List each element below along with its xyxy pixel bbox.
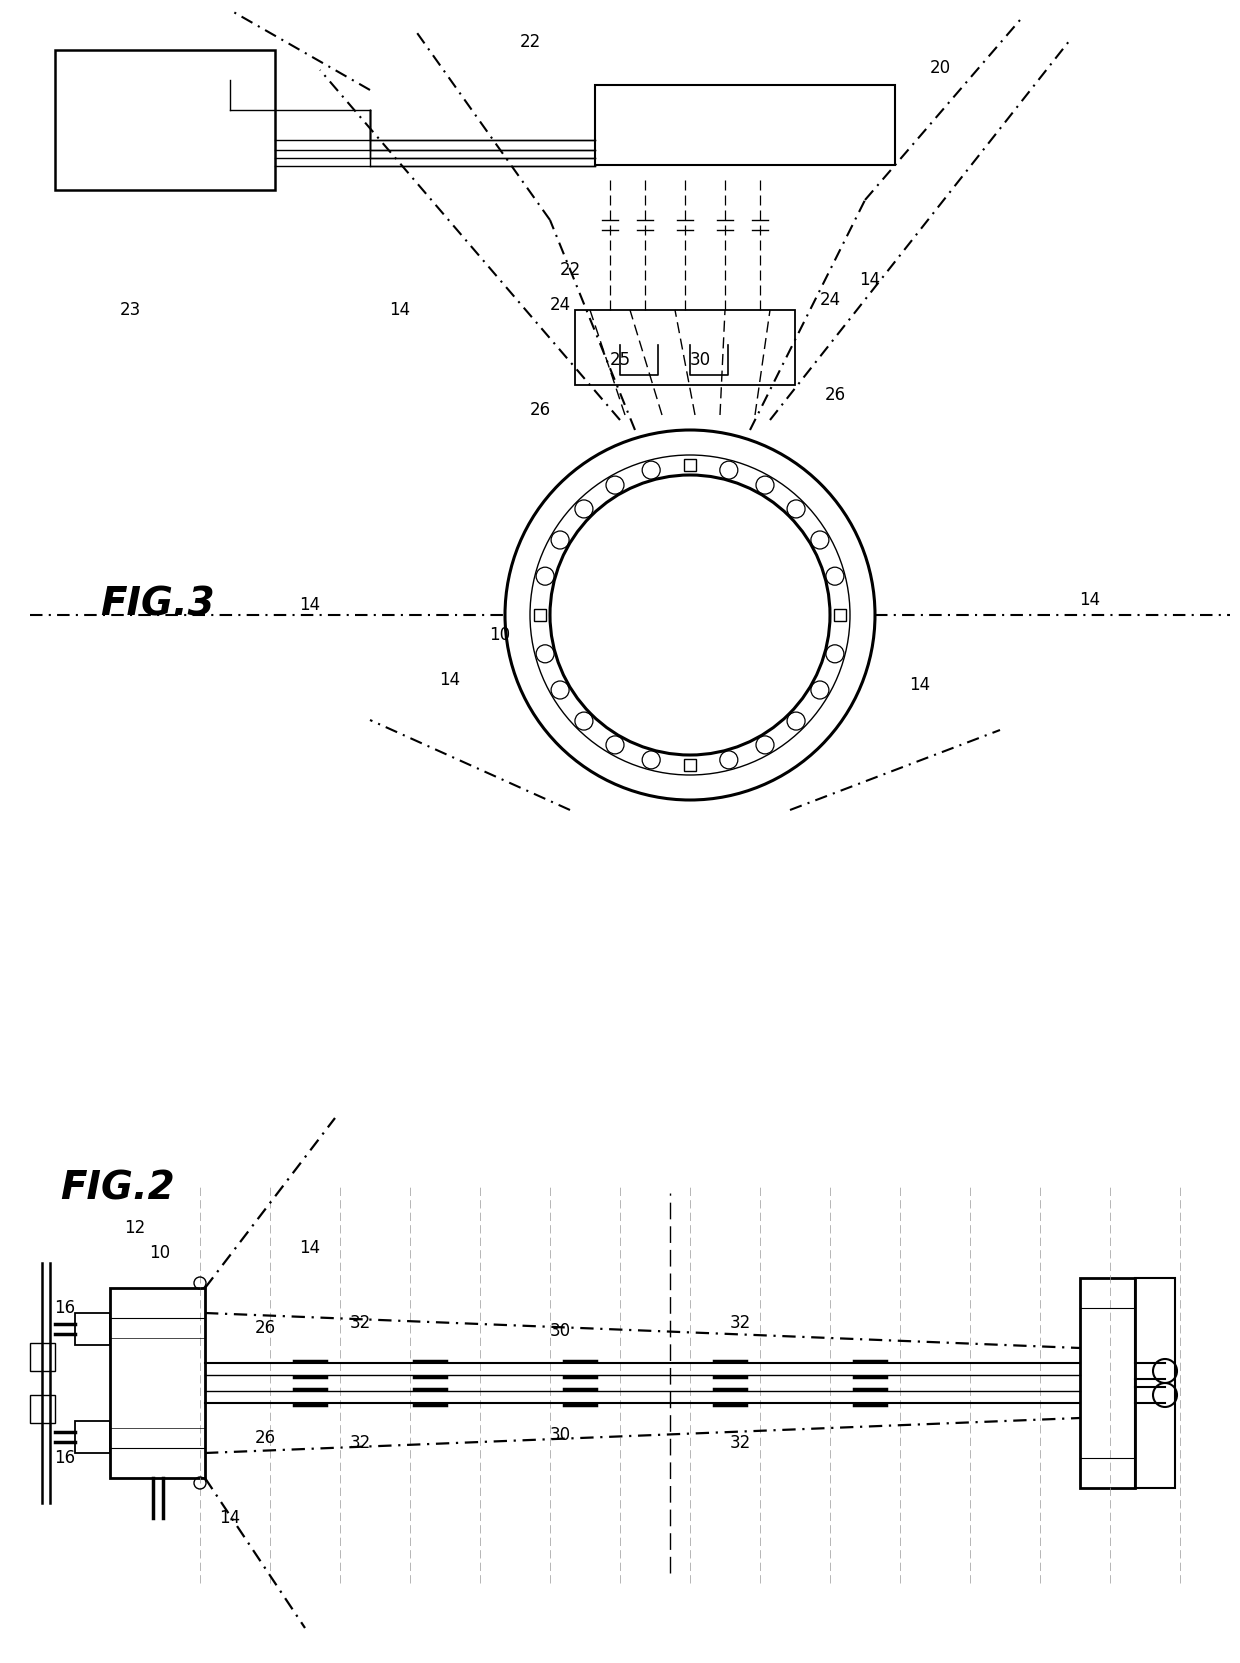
Bar	[1080, 1277, 1135, 1488]
Bar	[835, 609, 846, 620]
Text: 16: 16	[55, 1448, 76, 1467]
Bar	[30, 1395, 55, 1424]
Bar	[74, 1314, 110, 1345]
Bar	[1135, 1277, 1176, 1488]
Text: 26: 26	[254, 1429, 275, 1447]
Text: 30: 30	[549, 1425, 570, 1443]
Text: 32: 32	[729, 1434, 750, 1452]
Bar	[110, 1289, 205, 1478]
Text: 26: 26	[825, 386, 846, 404]
Text: 14: 14	[389, 301, 410, 319]
Text: 14: 14	[299, 595, 321, 614]
Text: 26: 26	[254, 1319, 275, 1337]
Text: 32: 32	[729, 1314, 750, 1332]
Text: 10: 10	[490, 625, 511, 644]
Text: 16: 16	[55, 1299, 76, 1317]
Text: 14: 14	[439, 670, 460, 688]
Bar	[575, 309, 795, 386]
Text: 24: 24	[820, 291, 841, 309]
Text: 32: 32	[350, 1314, 371, 1332]
Text: 26: 26	[529, 401, 551, 419]
Text: 23: 23	[119, 301, 140, 319]
Bar	[30, 1344, 55, 1370]
Bar	[74, 1420, 110, 1453]
Text: 14: 14	[909, 675, 930, 693]
Text: 14: 14	[1080, 590, 1101, 609]
Text: 12: 12	[124, 1219, 145, 1237]
Bar	[595, 85, 895, 165]
Text: FIG.3: FIG.3	[100, 585, 215, 624]
Bar	[534, 609, 546, 620]
Text: 20: 20	[930, 58, 951, 76]
Text: 22: 22	[520, 33, 541, 52]
Text: 22: 22	[559, 261, 580, 279]
Text: 30: 30	[689, 351, 711, 369]
Text: 14: 14	[859, 271, 880, 289]
Text: 10: 10	[150, 1244, 171, 1262]
Bar	[55, 50, 275, 190]
Text: 14: 14	[219, 1508, 241, 1527]
Text: 24: 24	[549, 296, 570, 314]
Text: 25: 25	[609, 351, 631, 369]
Text: 14: 14	[299, 1239, 321, 1257]
Bar	[684, 459, 696, 471]
Bar	[684, 758, 696, 772]
Text: 32: 32	[350, 1434, 371, 1452]
Text: 30: 30	[549, 1322, 570, 1340]
Text: FIG.2: FIG.2	[60, 1169, 175, 1207]
